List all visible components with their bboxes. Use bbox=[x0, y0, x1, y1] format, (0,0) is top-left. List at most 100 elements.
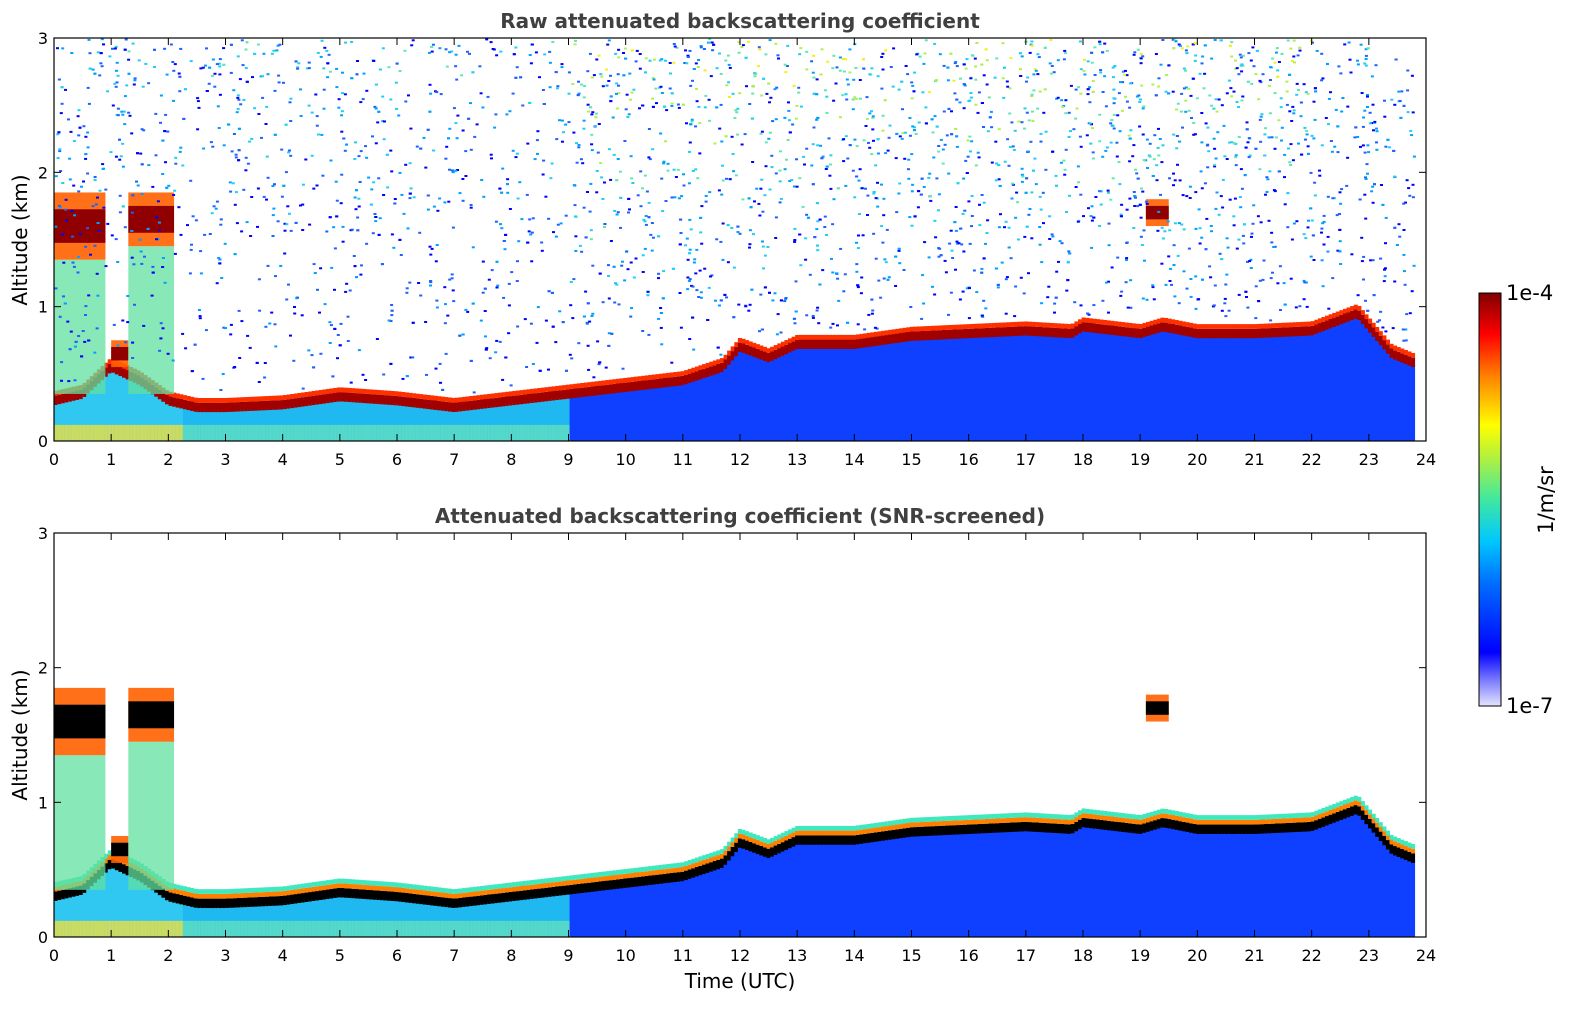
noise-pixel bbox=[1259, 81, 1263, 84]
noise-pixel bbox=[799, 105, 803, 108]
noise-pixel bbox=[815, 118, 819, 121]
noise-pixel bbox=[1184, 110, 1188, 113]
aerosol-top-cell bbox=[258, 401, 263, 411]
heatmap-column bbox=[762, 346, 768, 441]
noise-pixel bbox=[811, 183, 815, 186]
noise-pixel bbox=[961, 290, 965, 293]
aerosol-top-cell bbox=[322, 394, 327, 404]
noise-pixel bbox=[930, 118, 934, 121]
aerosol-edge-cell bbox=[1314, 319, 1319, 325]
noise-pixel bbox=[1276, 69, 1280, 72]
noise-pixel bbox=[1408, 194, 1412, 197]
noise-pixel bbox=[178, 150, 182, 153]
noise-pixel bbox=[710, 274, 714, 277]
noise-pixel bbox=[811, 316, 815, 319]
boundary-layer-cell bbox=[64, 400, 69, 441]
noise-pixel bbox=[641, 104, 645, 107]
noise-pixel bbox=[1067, 250, 1071, 253]
heatmap-column bbox=[1350, 306, 1355, 441]
noise-pixel bbox=[1004, 312, 1008, 315]
noise-pixel bbox=[855, 270, 859, 273]
boundary-layer-cell bbox=[283, 407, 288, 441]
aerosol-edge-cell bbox=[394, 391, 399, 396]
heatmap-column bbox=[827, 334, 832, 441]
aerosol-edge-cell bbox=[175, 393, 180, 399]
noise-pixel bbox=[398, 171, 402, 174]
noise-pixel bbox=[265, 198, 268, 201]
heatmap-column bbox=[637, 376, 642, 441]
noise-pixel bbox=[1235, 101, 1239, 103]
aerosol-top-cell bbox=[583, 387, 588, 397]
noise-pixel bbox=[1257, 300, 1261, 303]
noise-pixel bbox=[686, 54, 690, 57]
noise-pixel bbox=[629, 315, 633, 318]
noise-pixel bbox=[908, 134, 912, 137]
boundary-layer-cell bbox=[476, 407, 481, 441]
noise-pixel bbox=[615, 82, 619, 85]
heatmap-column bbox=[247, 396, 252, 441]
noise-pixel bbox=[507, 332, 511, 335]
noise-pixel bbox=[380, 263, 384, 266]
noise-pixel bbox=[209, 141, 213, 144]
noise-pixel bbox=[212, 205, 216, 208]
heatmap-column bbox=[644, 375, 649, 441]
boundary-layer-cell bbox=[684, 382, 689, 441]
heatmap-column bbox=[1328, 314, 1333, 441]
noise-pixel bbox=[650, 222, 654, 224]
noise-pixel bbox=[980, 271, 984, 274]
noise-pixel bbox=[744, 305, 748, 308]
boundary-layer-cell bbox=[383, 402, 388, 441]
aerosol-edge-cell bbox=[716, 359, 721, 364]
near-surface-cell bbox=[114, 424, 119, 441]
noise-pixel bbox=[454, 169, 458, 172]
noise-pixel bbox=[880, 87, 884, 90]
heatmap-column bbox=[1271, 323, 1276, 441]
noise-pixel bbox=[218, 65, 222, 68]
noise-pixel bbox=[495, 260, 499, 263]
noise-pixel bbox=[668, 87, 672, 90]
noise-pixel bbox=[452, 300, 456, 303]
noise-pixel bbox=[1306, 92, 1310, 95]
noise-pixel bbox=[1056, 96, 1060, 99]
noise-pixel bbox=[1194, 54, 1198, 57]
near-surface-cell bbox=[290, 424, 295, 441]
noise-pixel bbox=[699, 46, 703, 49]
noise-pixel bbox=[1363, 109, 1367, 112]
noise-pixel bbox=[1243, 174, 1247, 177]
y-tick-label: 0 bbox=[38, 432, 48, 451]
aerosol-top-cell bbox=[1117, 326, 1122, 336]
noise-pixel bbox=[1288, 73, 1292, 76]
noise-pixel bbox=[96, 51, 100, 54]
heatmap-column bbox=[694, 366, 699, 441]
noise-pixel bbox=[1367, 151, 1371, 154]
near-surface-cell bbox=[168, 424, 173, 441]
heatmap-column bbox=[523, 389, 528, 441]
noise-pixel bbox=[1051, 235, 1055, 238]
boundary-layer-cell bbox=[372, 401, 377, 441]
noise-pixel bbox=[321, 174, 325, 177]
noise-pixel bbox=[207, 82, 211, 85]
noise-pixel bbox=[627, 113, 631, 116]
noise-pixel bbox=[229, 190, 233, 193]
boundary-layer-cell bbox=[136, 382, 141, 441]
noise-pixel bbox=[196, 97, 200, 100]
aerosol-edge-cell bbox=[290, 394, 295, 399]
heatmap-column bbox=[164, 390, 170, 441]
noise-pixel bbox=[236, 107, 240, 110]
boundary-layer-cell bbox=[1038, 334, 1043, 441]
boundary-layer-cell bbox=[519, 402, 524, 441]
noise-pixel bbox=[982, 257, 986, 260]
noise-pixel bbox=[1402, 104, 1406, 107]
noise-pixel bbox=[1276, 282, 1280, 285]
boundary-layer-cell bbox=[651, 386, 657, 441]
aerosol-top-cell bbox=[326, 393, 331, 404]
boundary-layer-cell bbox=[412, 405, 417, 441]
noise-pixel bbox=[1272, 189, 1276, 192]
noise-pixel bbox=[1038, 226, 1042, 228]
noise-pixel bbox=[1021, 175, 1025, 178]
noise-pixel bbox=[289, 120, 293, 122]
aerosol-top-cell bbox=[1239, 328, 1244, 339]
noise-pixel bbox=[213, 72, 217, 75]
aerosol-top-cell bbox=[601, 385, 606, 395]
aerosol-edge-cell bbox=[777, 343, 782, 349]
